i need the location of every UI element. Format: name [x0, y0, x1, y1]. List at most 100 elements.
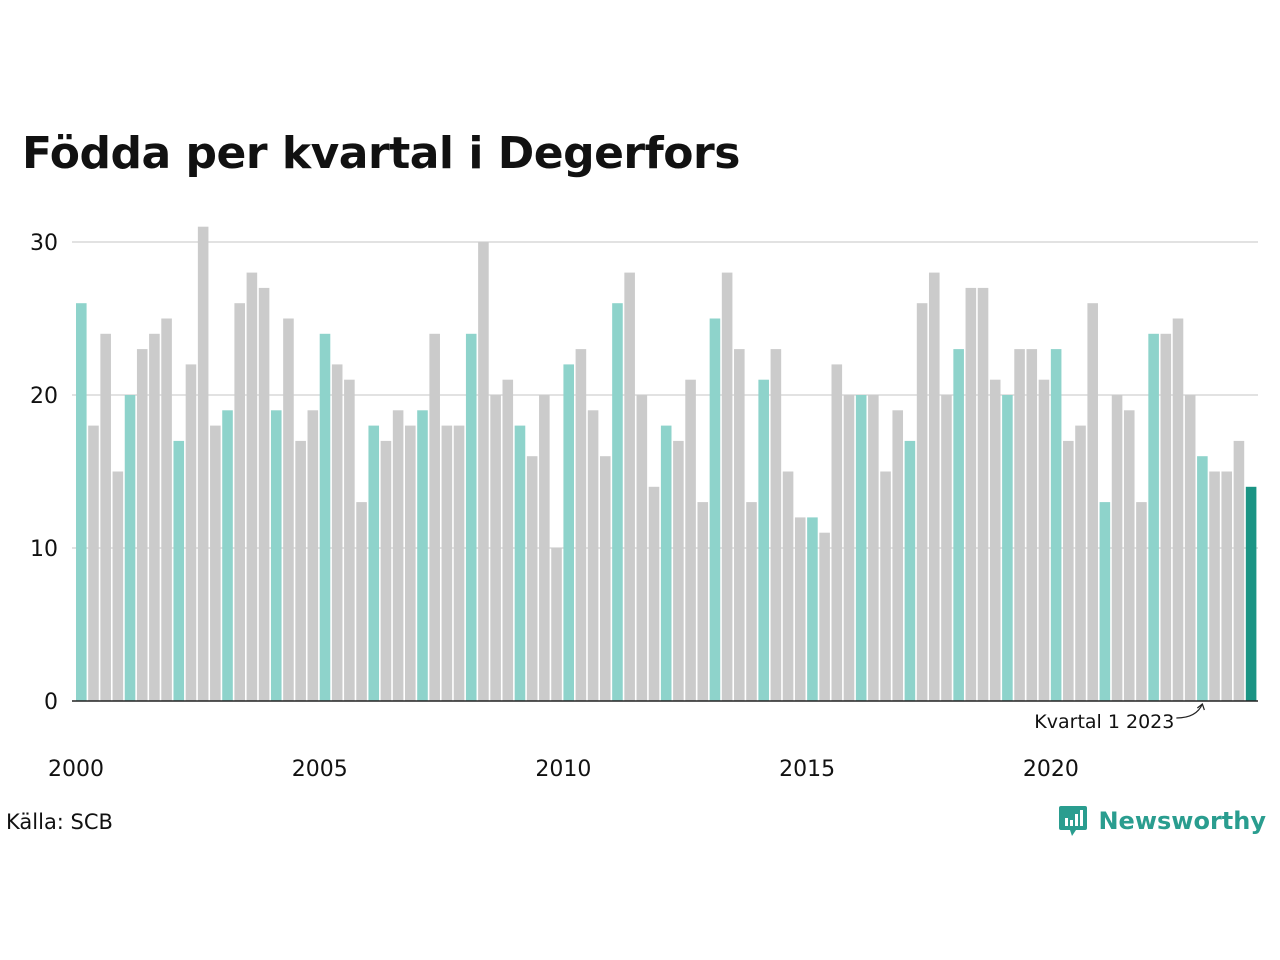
bar: [173, 440, 185, 701]
bar: [307, 410, 319, 701]
bar: [161, 318, 172, 701]
bar: [551, 548, 562, 701]
bar: [1184, 395, 1196, 701]
bar: [100, 333, 111, 701]
annotation: Kvartal 1 2023: [1034, 702, 1205, 733]
bar: [782, 471, 794, 701]
bar: [136, 349, 148, 701]
bar: [807, 517, 818, 701]
y-axis-ticks: 0 10 20 30: [30, 231, 58, 715]
x-tick-label: 2020: [1023, 757, 1079, 782]
bar: [368, 425, 380, 701]
bar: [295, 440, 306, 701]
bar: [149, 333, 160, 701]
newsworthy-logo[interactable]: Newsworthy: [1058, 804, 1266, 838]
bar: [1197, 456, 1208, 701]
bar: [514, 425, 526, 701]
y-tick-label: 0: [44, 690, 58, 715]
bar: [1245, 486, 1257, 701]
bar: [1111, 395, 1123, 701]
bar: [843, 395, 855, 701]
bar: [941, 395, 952, 701]
bar: [210, 425, 221, 701]
bar: [185, 364, 197, 701]
bar: [928, 272, 940, 701]
bar: [563, 364, 575, 701]
bar: [1002, 395, 1013, 701]
bar: [490, 395, 501, 701]
bar: [1099, 502, 1111, 701]
y-tick-label: 20: [30, 384, 58, 409]
bar: [76, 303, 87, 701]
bar: [1038, 379, 1050, 701]
bar: [685, 379, 696, 701]
x-tick-label: 2005: [292, 757, 348, 782]
bar: [478, 242, 489, 701]
bar: [721, 272, 733, 701]
chart-title: Födda per kvartal i Degerfors: [22, 128, 740, 179]
bar: [1148, 333, 1159, 701]
y-tick-label: 30: [30, 231, 58, 256]
bar: [526, 456, 538, 701]
bar: [831, 364, 843, 701]
bar: [758, 379, 769, 701]
bar: [916, 303, 928, 701]
y-tick-label: 10: [30, 537, 58, 562]
bar: [648, 486, 660, 701]
bar: [405, 425, 416, 701]
bar: [392, 410, 404, 701]
bar: [734, 349, 745, 701]
bar: [1221, 471, 1233, 701]
bar: [112, 471, 124, 701]
bar: [1160, 333, 1172, 701]
bar: [1063, 440, 1074, 701]
bar: [977, 287, 989, 701]
source-label: Källa: SCB: [6, 810, 113, 834]
newsworthy-logo-text: Newsworthy: [1098, 807, 1266, 835]
bar: [770, 349, 782, 701]
bar: [794, 517, 806, 701]
bar: [88, 425, 99, 701]
bar: [953, 349, 964, 701]
newsworthy-logo-icon: [1059, 806, 1088, 836]
bar: [1026, 349, 1038, 701]
bar: [989, 379, 1001, 701]
bar: [124, 395, 136, 701]
bar: [587, 410, 599, 701]
bar-chart: 0 10 20 30 2000 2005 2010 2015 2020 Kvartal 1 2…: [30, 226, 1258, 782]
bar: [453, 425, 465, 701]
bar: [1172, 318, 1184, 701]
bar: [258, 287, 270, 701]
bar: [599, 456, 611, 701]
bar: [331, 364, 343, 701]
bar: [1087, 303, 1098, 701]
bar: [283, 318, 294, 701]
bar: [636, 395, 648, 701]
annotation-label: Kvartal 1 2023: [1034, 711, 1174, 733]
bar: [539, 395, 550, 701]
bar: [1075, 425, 1086, 701]
bar: [319, 333, 331, 701]
bar: [270, 410, 282, 701]
bar: [502, 379, 514, 701]
bar: [855, 395, 867, 701]
bar: [380, 440, 392, 701]
bar: [246, 272, 258, 701]
bar: [1233, 440, 1245, 701]
bar: [697, 502, 709, 701]
bar: [904, 440, 916, 701]
bar: [660, 425, 672, 701]
x-tick-label: 2010: [535, 757, 591, 782]
bar: [868, 395, 879, 701]
bars: [76, 226, 1257, 701]
x-tick-label: 2000: [48, 757, 104, 782]
bar: [1014, 349, 1025, 701]
bar: [819, 532, 830, 701]
bar: [746, 502, 757, 701]
bar: [417, 410, 428, 701]
bar: [356, 502, 367, 701]
bar: [892, 410, 904, 701]
bar: [441, 425, 453, 701]
bar: [624, 272, 635, 701]
bar: [709, 318, 721, 701]
